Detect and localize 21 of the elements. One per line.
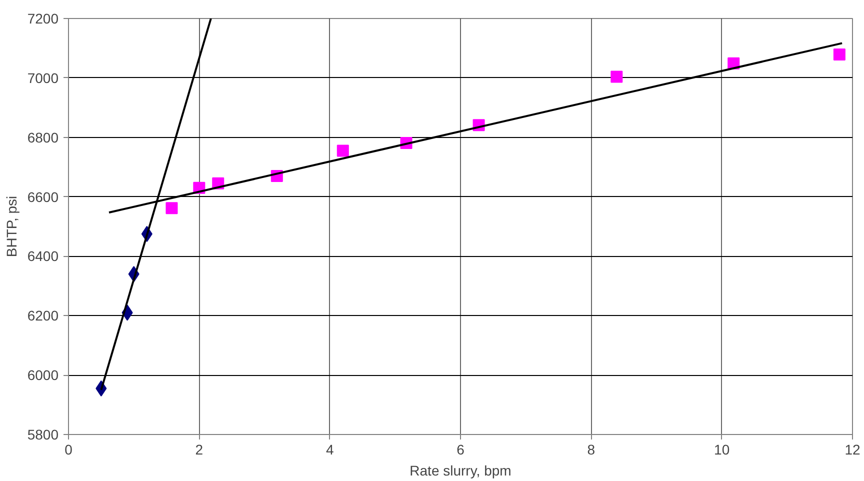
point <box>336 144 349 157</box>
y-tick-label: 6400 <box>27 248 59 264</box>
x-tick-label: 8 <box>587 442 596 458</box>
point <box>166 202 178 214</box>
x-tick-label: 2 <box>195 442 204 458</box>
y-tick-label: 5800 <box>27 426 59 442</box>
y-tick-label: 6000 <box>27 367 59 384</box>
y-tick-label: 6600 <box>27 188 59 205</box>
y-tick-label: 6200 <box>27 308 59 324</box>
point <box>833 48 846 60</box>
point <box>610 70 623 83</box>
x-tick-label: 4 <box>326 442 334 458</box>
x-tick-label: 0 <box>64 442 73 458</box>
y-axis-title: BHTP, psi <box>3 196 20 258</box>
x-tick-label: 12 <box>844 442 860 458</box>
x-tick-label: 6 <box>456 442 465 458</box>
x-tick-label: 10 <box>714 442 730 458</box>
y-tick-label: 7000 <box>27 70 59 86</box>
y-tick-label: 7200 <box>27 10 59 26</box>
y-tick-label: 6800 <box>27 129 59 146</box>
x-axis-title: Rate slurry, bpm <box>410 462 512 478</box>
